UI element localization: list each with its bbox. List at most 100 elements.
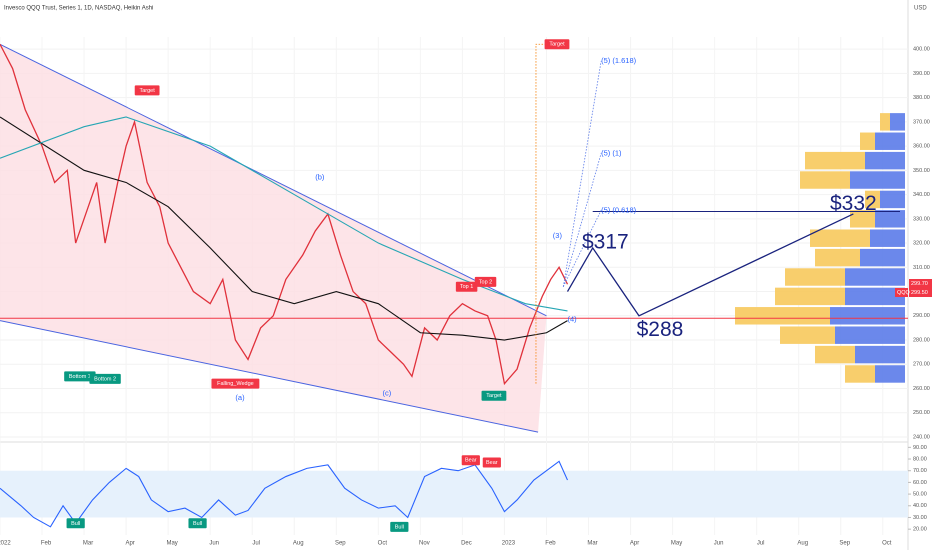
profile-down: [815, 345, 855, 364]
profile-up: [845, 287, 905, 306]
profile-down: [805, 151, 865, 170]
label-text: Bull: [193, 521, 202, 527]
profile-up: [855, 345, 905, 364]
y-tick-label: 380.00: [913, 95, 930, 101]
label-box: [188, 518, 207, 529]
price-label: 299.70: [911, 281, 928, 287]
profile-up: [835, 326, 905, 344]
y-tick-label: 320.00: [913, 241, 930, 247]
price-line: [0, 43, 569, 386]
y-tick-label: 330.00: [913, 216, 930, 222]
y-tick-label: 40.00: [913, 503, 927, 509]
price-target: $317: [582, 231, 629, 254]
x-tick-label: May: [671, 541, 682, 547]
y-tick-label: 370.00: [913, 119, 930, 125]
x-tick-label: Sep: [335, 541, 346, 547]
wave-label: (3): [553, 231, 563, 240]
profile-down: [775, 287, 845, 306]
profile-up: [870, 229, 905, 247]
x-tick-label: Jul: [757, 541, 765, 547]
x-tick-label: Dec: [461, 541, 472, 547]
y-tick-label: 340.00: [913, 192, 930, 198]
price-target: $332: [830, 192, 877, 215]
wave-label: (5) (0.618): [601, 205, 637, 214]
symbol-label: QQQ: [897, 290, 911, 296]
profile-down: [860, 132, 875, 150]
label-box: [390, 521, 409, 532]
y-tick-label: 400.00: [913, 47, 930, 53]
label-box: [481, 390, 507, 401]
projection-path: [566, 213, 854, 317]
label-text: Bull: [71, 521, 80, 527]
x-tick-label: Nov: [419, 541, 430, 547]
label-text: Falling_Wedge: [217, 381, 254, 387]
profile-up: [830, 307, 905, 325]
label-box: [89, 373, 121, 384]
label-text: Target: [486, 393, 502, 399]
y-tick-label: 250.00: [913, 410, 930, 416]
x-tick-label: Oct: [882, 541, 892, 547]
label-box: [134, 85, 160, 96]
projection-dotted: [562, 61, 602, 287]
profile-down: [735, 307, 830, 325]
y-tick-label: 20.00: [913, 527, 927, 533]
profile-down: [785, 268, 845, 286]
price-label: 299.50: [911, 290, 928, 296]
price-tag: [909, 288, 932, 297]
label-text: Target: [549, 42, 565, 48]
x-tick-label: Feb: [41, 541, 52, 547]
profile-down: [810, 229, 870, 247]
x-tick-label: Mar: [587, 541, 597, 547]
label-text: Bear: [465, 458, 477, 464]
y-tick-label: 260.00: [913, 386, 930, 392]
label-box: [211, 378, 260, 389]
rsi-line: [0, 460, 569, 528]
profile-up: [860, 248, 905, 267]
y-tick-label: 310.00: [913, 265, 930, 271]
label-text: Top 1: [460, 284, 473, 290]
profile-down: [850, 210, 875, 228]
label-text: Top 2: [479, 279, 492, 285]
wedge-line: [0, 43, 547, 317]
label-box: [461, 455, 480, 466]
x-tick-label: Jun: [714, 541, 724, 547]
x-tick-label: Jun: [209, 541, 219, 547]
symbol-tag: [895, 288, 908, 297]
moving-average: [0, 116, 568, 312]
y-tick-label: 90.00: [913, 445, 927, 451]
profile-up: [845, 268, 905, 286]
currency: USD: [914, 6, 927, 12]
y-tick-label: 360.00: [913, 144, 930, 150]
y-tick-label: 70.00: [913, 468, 927, 474]
y-tick-label: 290.00: [913, 313, 930, 319]
label-box: [474, 276, 497, 287]
label-text: Bottom 1: [69, 374, 91, 380]
wave-label: (4): [568, 314, 578, 323]
plot: 240.00250.00260.00270.00280.00290.00300.…: [0, 37, 930, 547]
y-tick-label: 30.00: [913, 515, 927, 521]
profile-down: [880, 113, 890, 131]
label-text: Bottom 2: [94, 376, 116, 382]
x-tick-label: Jul: [252, 541, 260, 547]
projection-dotted: [562, 153, 602, 287]
moving-average: [0, 116, 568, 341]
label-box: [482, 457, 501, 468]
profile-up: [875, 365, 905, 383]
x-tick-label: May: [166, 541, 177, 547]
y-tick-label: 240.00: [913, 434, 930, 440]
wave-label: (c): [383, 388, 392, 397]
profile-down: [780, 326, 835, 344]
chart-title: Invesco QQQ Trust, Series 1, 1D, NASDAQ,…: [4, 6, 153, 12]
profile-up: [880, 190, 905, 209]
profile-down: [800, 171, 850, 189]
x-tick-label: Aug: [293, 541, 304, 547]
rsi-band: [0, 470, 908, 518]
profile-up: [875, 210, 905, 228]
x-tick-label: Aug: [797, 541, 808, 547]
price-tag: [909, 279, 932, 288]
y-tick-label: 390.00: [913, 71, 930, 77]
x-tick-label: Mar: [83, 541, 93, 547]
x-tick-label: Oct: [378, 541, 388, 547]
x-tick-label: Apr: [630, 541, 639, 547]
